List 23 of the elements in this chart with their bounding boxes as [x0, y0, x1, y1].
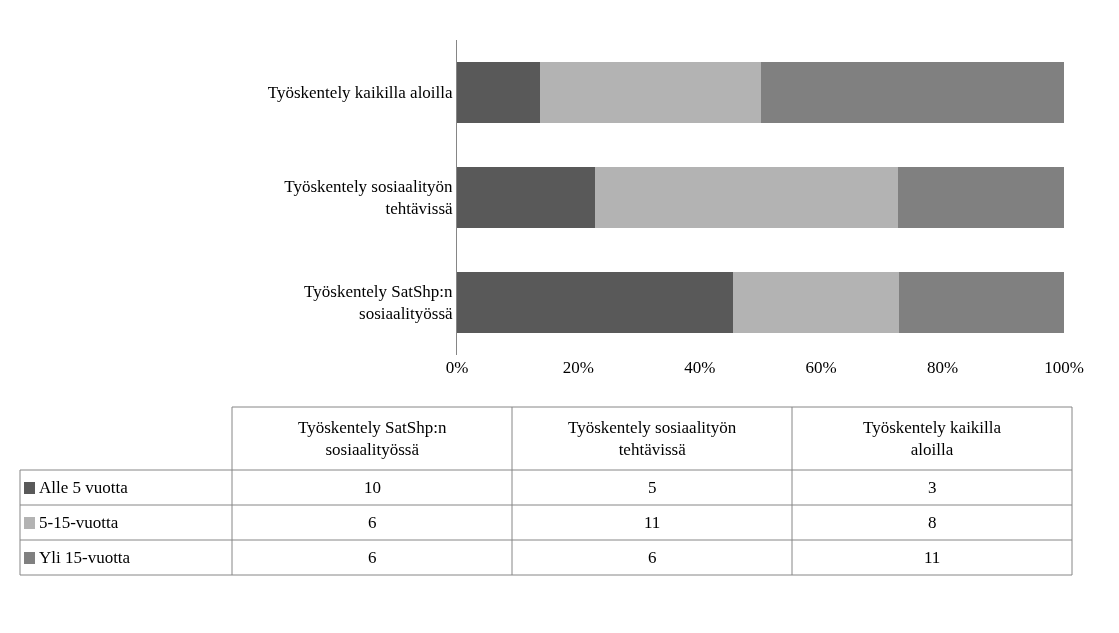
- category-label: Työskentely sosiaalityön tehtävissä: [568, 418, 737, 460]
- text: 10: [364, 478, 381, 497]
- text: 3: [928, 478, 937, 497]
- legend-label: 5-15-vuotta: [39, 513, 119, 532]
- x-tick-label: 80%: [927, 358, 959, 377]
- y-tick-label: Työskentely kaikilla aloilla: [267, 83, 454, 103]
- text: 6: [648, 548, 657, 567]
- x-tick-label: 20%: [562, 358, 594, 377]
- text: 5: [648, 478, 657, 497]
- text: 6: [368, 548, 377, 567]
- category-label: Työskentely kaikilla aloilla: [863, 418, 1002, 460]
- legend-label: Alle 5 vuotta: [39, 478, 129, 497]
- text: 11: [924, 548, 941, 567]
- x-tick-label: 60%: [805, 358, 837, 377]
- y-tick-label: Työskentely sosiaalityön tehtävissä: [284, 177, 454, 219]
- x-tick-label: 0%: [445, 358, 469, 377]
- text: 8: [928, 513, 937, 532]
- y-tick-label: Työskentely SatShp:n sosiaalityössä: [304, 282, 454, 324]
- x-tick-label: 100%: [1044, 358, 1084, 377]
- text: 6: [368, 513, 377, 532]
- legend-label: Yli 15-vuotta: [39, 548, 131, 567]
- x-tick-label: 40%: [684, 358, 716, 377]
- text: 11: [644, 513, 661, 532]
